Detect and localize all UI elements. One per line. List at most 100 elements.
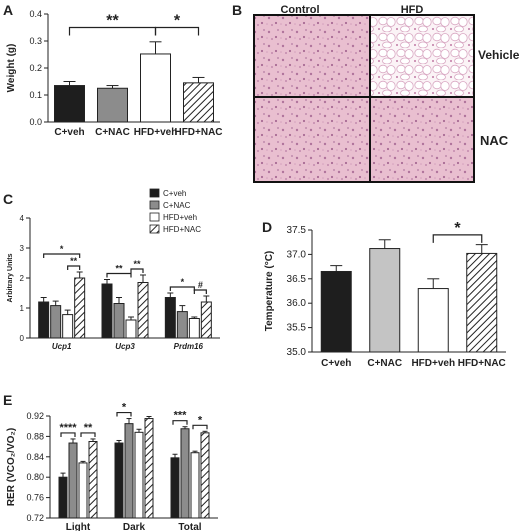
bar-c-veh <box>54 85 85 123</box>
bar-series-1 <box>170 457 180 519</box>
significance-bracket <box>432 234 483 243</box>
x-tick-label: Dark <box>123 522 146 531</box>
significance-label: * <box>122 402 127 414</box>
histology-col-label-control: Control <box>280 4 319 16</box>
bar-c-veh <box>101 283 113 339</box>
legend-swatch <box>149 188 160 198</box>
y-axis-label: Weight (g) <box>6 44 17 93</box>
histology-image-hfd-vehicle <box>370 15 474 97</box>
y-tick-label: 1 <box>20 304 25 313</box>
bar-series-3 <box>134 431 144 519</box>
bar-series-2 <box>180 428 190 519</box>
x-tick-label: C+NAC <box>367 358 402 369</box>
x-tick-label: C+veh <box>54 127 84 138</box>
bar-hfd-nac <box>74 277 86 339</box>
bar-c-veh <box>320 270 352 353</box>
significance-bracket <box>172 420 188 425</box>
bar-hfd-nac <box>183 82 214 123</box>
legend-swatch <box>149 212 160 222</box>
bar-c-nac <box>50 305 62 339</box>
y-axis-label: Arbitrary Units <box>7 253 14 302</box>
chart-a-weight: 0.0 0.1 0.2 0.3 0.4 Weight (g) C+veh C+NAC HFD+v… <box>6 9 223 138</box>
significance-label: **** <box>59 422 77 434</box>
y-tick-label: 0 <box>20 334 25 343</box>
bar-c-nac <box>97 87 128 123</box>
x-tick-label: HFD+NAC <box>174 127 222 138</box>
y-tick-label: 2 <box>20 274 25 283</box>
legend-label: HFD+veh <box>163 213 197 222</box>
bar-hfd-veh <box>62 314 74 339</box>
bar-c-nac <box>113 303 125 339</box>
y-tick-label: 35.0 <box>287 347 307 358</box>
bar-series-1 <box>114 442 124 519</box>
significance-bracket <box>169 286 195 291</box>
chart-e-rer: 0.72 0.76 0.80 0.84 0.88 0.92 RER (VCO₂/VO₂) Li… <box>6 402 218 531</box>
legend-label: C+NAC <box>163 201 191 210</box>
bar-series-2 <box>124 423 134 519</box>
legend-label: C+veh <box>163 189 186 198</box>
y-axis-label: Temperature (°C) <box>264 251 275 332</box>
bar-series-4 <box>144 418 154 519</box>
y-tick-label: 36.0 <box>287 298 307 309</box>
x-tick-label: Light <box>66 522 91 531</box>
y-tick-label: 0.76 <box>26 493 44 503</box>
significance-label: * <box>174 13 181 30</box>
legend-swatch <box>149 224 160 234</box>
bar-hfd-veh <box>188 318 200 339</box>
bar-c-nac <box>176 311 188 339</box>
bar-hfd-veh <box>417 288 449 353</box>
panel-label-d: D <box>262 219 272 235</box>
bar-series-4 <box>200 432 210 519</box>
x-tick-label: Total <box>178 522 201 531</box>
significance-label: ** <box>133 259 141 269</box>
x-tick-label: C+veh <box>321 358 351 369</box>
y-tick-label: 0.1 <box>29 90 42 100</box>
histology-panel: Control HFD Vehicle NAC <box>253 4 520 183</box>
bar-hfd-nac <box>466 252 498 353</box>
histology-row-label-nac: NAC <box>480 133 509 148</box>
x-tick-label: HFD+NAC <box>458 358 506 369</box>
significance-label: * <box>60 244 64 254</box>
bar-hfd-veh <box>140 53 171 123</box>
legend-label: HFD+NAC <box>163 225 201 234</box>
significance-bracket <box>60 432 76 437</box>
x-tick-label: HFD+veh <box>411 358 455 369</box>
bar-hfd-veh <box>125 319 137 339</box>
histology-image-control-nac <box>254 97 370 182</box>
x-tick-label: HFD+veh <box>134 127 178 138</box>
y-tick-label: 35.5 <box>287 323 307 334</box>
bar-hfd-nac <box>137 282 149 339</box>
significance-bracket <box>67 265 81 270</box>
y-tick-label: 0.72 <box>26 513 44 523</box>
x-tick-label: Ucp3 <box>115 342 135 351</box>
histology-row-label-vehicle: Vehicle <box>478 48 520 62</box>
significance-label: * <box>454 220 461 237</box>
histology-image-control-vehicle <box>254 15 370 97</box>
significance-bracket <box>193 289 207 294</box>
x-tick-label: C+NAC <box>95 127 130 138</box>
bar-series-4 <box>88 441 98 519</box>
y-tick-label: 0.84 <box>26 452 44 462</box>
y-tick-label: 0.88 <box>26 431 44 441</box>
significance-label: ** <box>115 264 123 274</box>
significance-label: ** <box>106 13 119 30</box>
significance-bracket <box>43 253 81 258</box>
significance-bracket <box>116 411 132 417</box>
bar-hfd-nac <box>200 301 212 339</box>
y-tick-label: 4 <box>20 214 25 223</box>
panel-label-e: E <box>3 392 12 408</box>
bar-series-2 <box>68 442 78 519</box>
significance-label: ** <box>84 422 93 434</box>
bar-series-3 <box>78 462 88 519</box>
significance-label: * <box>181 277 185 287</box>
significance-bracket <box>80 432 96 437</box>
y-axis-label: RER (VCO₂/VO₂) <box>6 428 17 506</box>
y-tick-label: 0.3 <box>29 36 42 46</box>
bar-series-3 <box>190 452 200 519</box>
significance-label: # <box>198 280 203 290</box>
histology-image-hfd-nac <box>370 97 474 182</box>
significance-label: * <box>198 414 203 426</box>
y-tick-label: 3 <box>20 244 25 253</box>
x-tick-label: Ucp1 <box>52 342 72 351</box>
y-tick-label: 36.5 <box>287 274 307 285</box>
